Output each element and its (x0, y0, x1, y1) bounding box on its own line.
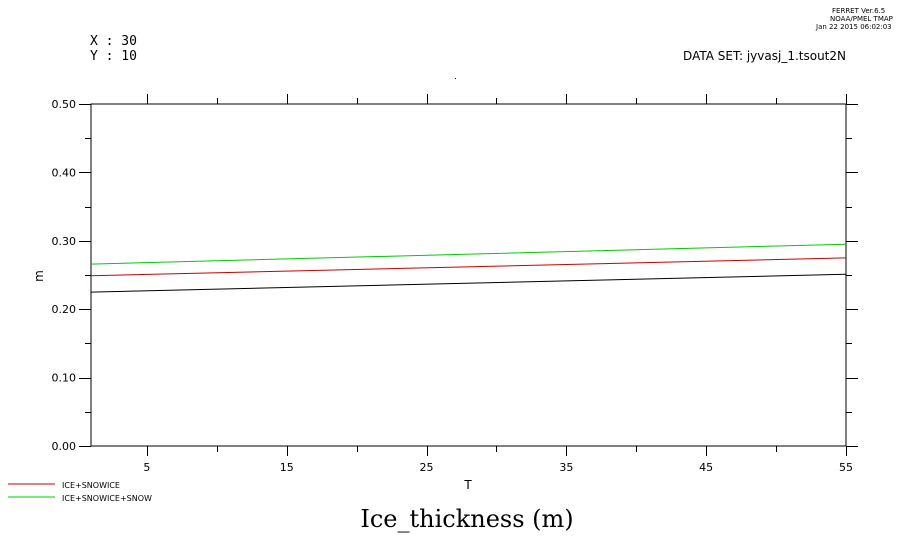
y-tick-label: 0.40 (52, 166, 77, 179)
x-tick-label: 35 (559, 461, 573, 474)
program-date: Jan 22 2015 06:02:03 (815, 23, 892, 31)
stray-dot (455, 78, 456, 79)
y-tick-label: 0.20 (52, 303, 77, 316)
y-tick-label: 0.00 (52, 440, 77, 453)
x-tick-label: 55 (839, 461, 853, 474)
legend: ICE+SNOWICE ICE+SNOWICE+SNOW (8, 481, 152, 503)
legend-label-ice-snowice-snow: ICE+SNOWICE+SNOW (62, 494, 152, 503)
legend-label-ice-snowice: ICE+SNOWICE (62, 481, 120, 490)
y-axis: 0.00 0.10 0.20 0.30 0.40 0.50 (52, 98, 858, 453)
x-tick-label: 45 (699, 461, 713, 474)
x-position-label: X : 30 (90, 34, 137, 49)
y-tick-label: 0.30 (52, 235, 77, 248)
series-line-3 (90, 243, 847, 265)
x-tick-label: 25 (420, 461, 434, 474)
y-tick-label: 0.10 (52, 372, 77, 385)
x-tick-label: 15 (280, 461, 294, 474)
chart-title: Ice_thickness (m) (360, 505, 573, 533)
y-axis-label: m (32, 270, 46, 282)
y-tick-label: 0.50 (52, 98, 77, 111)
program-version: FERRET Ver.6.5 (832, 7, 885, 15)
x-axis: 5 15 25 35 45 55 (143, 94, 853, 474)
series-line-1 (90, 273, 847, 293)
x-tick-label: 5 (143, 461, 150, 474)
plot-frame (90, 103, 847, 447)
x-axis-label: T (463, 478, 472, 492)
dataset-label: DATA SET: jyvasj_1.tsout2N (683, 49, 846, 63)
series-layer (90, 243, 847, 293)
program-org: NOAA/PMEL TMAP (830, 15, 893, 23)
series-line-2 (90, 257, 847, 277)
y-position-label: Y : 10 (90, 49, 137, 64)
